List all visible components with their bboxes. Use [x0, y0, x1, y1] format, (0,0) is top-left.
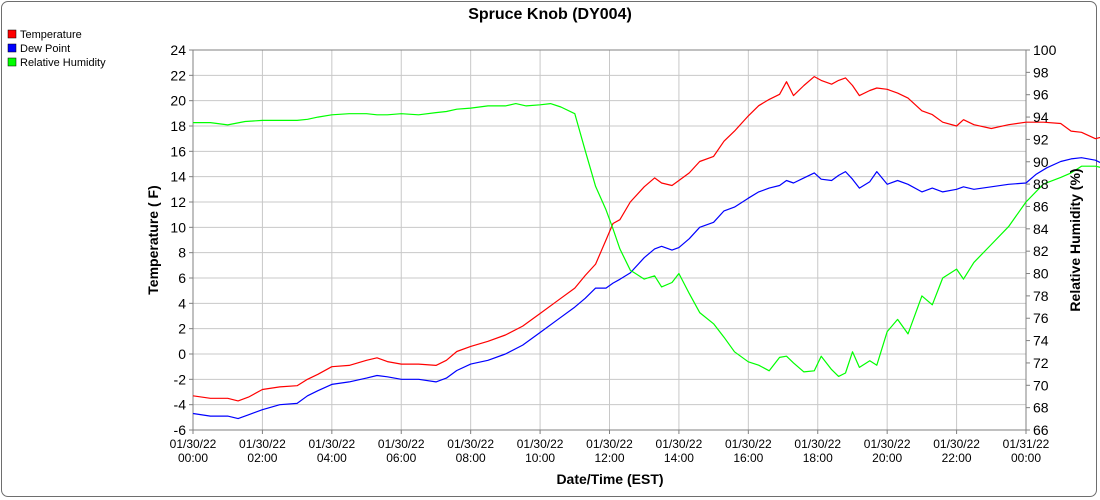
x-tick-label-time: 22:00 — [942, 451, 972, 465]
right-tick-label: 76 — [1033, 310, 1049, 326]
right-tick-label: 72 — [1033, 355, 1049, 371]
x-tick-label-date: 01/31/22 — [1003, 437, 1050, 451]
x-tick-label-date: 01/30/22 — [378, 437, 425, 451]
left-tick-label: 4 — [178, 295, 186, 311]
right-tick-label: 86 — [1033, 198, 1049, 214]
right-tick-label: 82 — [1033, 243, 1049, 259]
x-tick-label-time: 00:00 — [178, 451, 208, 465]
legend-label-temperature: Temperature — [20, 29, 82, 41]
left-tick-label: 18 — [170, 118, 186, 134]
right-tick-label: 90 — [1033, 154, 1049, 170]
legend-label-dew-point: Dew Point — [20, 43, 70, 55]
right-tick-label: 66 — [1033, 422, 1049, 438]
x-tick-label-time: 04:00 — [317, 451, 347, 465]
right-tick-label: 98 — [1033, 64, 1049, 80]
left-tick-label: 6 — [178, 270, 186, 286]
legend-swatch-relative-humidity — [7, 57, 17, 67]
series-line-relative-humidity — [193, 103, 1100, 377]
series-line-dew-point — [192, 157, 1100, 420]
left-tick-label: 12 — [170, 194, 186, 210]
right-axis-ticks: 66 68 70 72 74 76 78 80 82 84 86 88 90 92 94 96 98 100 — [1026, 42, 1057, 438]
x-tick-label-time: 08:00 — [456, 451, 486, 465]
x-tick-label-time: 16:00 — [733, 451, 763, 465]
x-tick-label-time: 12:00 — [594, 451, 624, 465]
x-tick-label-date: 01/30/22 — [239, 437, 286, 451]
x-tick-label-time: 02:00 — [247, 451, 277, 465]
right-tick-label: 100 — [1033, 42, 1057, 58]
x-tick-label-time: 14:00 — [664, 451, 694, 465]
x-tick-label-date: 01/30/22 — [933, 437, 980, 451]
x-tick-label-date: 01/30/22 — [656, 437, 703, 451]
left-tick-label: 22 — [170, 67, 186, 83]
x-tick-label-time: 06:00 — [386, 451, 416, 465]
x-axis-title: Date/Time (EST) — [556, 471, 663, 487]
left-tick-label: -6 — [174, 422, 187, 438]
x-tick-label-date: 01/30/22 — [725, 437, 772, 451]
legend-label-relative-humidity: Relative Humidity — [20, 57, 106, 69]
series-group — [192, 76, 1100, 420]
left-axis-title: Temperature ( F) — [145, 185, 161, 294]
right-tick-label: 68 — [1033, 400, 1049, 416]
right-tick-label: 96 — [1033, 87, 1049, 103]
right-tick-label: 88 — [1033, 176, 1049, 192]
legend-swatch-temperature — [7, 29, 17, 39]
x-tick-label-date: 01/30/22 — [170, 437, 217, 451]
left-tick-label: -4 — [174, 397, 187, 413]
right-tick-label: 84 — [1033, 221, 1049, 237]
right-tick-label: 80 — [1033, 266, 1049, 282]
x-tick-label-time: 20:00 — [872, 451, 902, 465]
legend-swatch-dew-point — [7, 43, 17, 53]
legend: Temperature Dew Point Relative Humidity — [7, 29, 106, 69]
left-tick-label: 0 — [178, 346, 186, 362]
x-tick-label-time: 00:00 — [1011, 451, 1041, 465]
right-tick-label: 74 — [1033, 333, 1049, 349]
right-tick-label: 92 — [1033, 131, 1049, 147]
left-tick-label: 2 — [178, 321, 186, 337]
x-tick-label-date: 01/30/22 — [794, 437, 841, 451]
right-axis-title: Relative Humidity (%) — [1067, 168, 1083, 311]
chart-title: Spruce Knob (DY004) — [468, 6, 632, 23]
left-tick-label: -2 — [174, 371, 187, 387]
right-tick-label: 70 — [1033, 377, 1049, 393]
x-tick-label-date: 01/30/22 — [308, 437, 355, 451]
left-tick-label: 10 — [170, 219, 186, 235]
left-tick-label: 14 — [170, 169, 186, 185]
x-tick-label-date: 01/30/22 — [447, 437, 494, 451]
x-tick-label-time: 18:00 — [803, 451, 833, 465]
grid — [192, 49, 1027, 431]
left-tick-label: 16 — [170, 143, 186, 159]
x-tick-label-date: 01/30/22 — [517, 437, 564, 451]
left-tick-label: 8 — [178, 245, 186, 261]
left-tick-label: 20 — [170, 93, 186, 109]
x-tick-label-date: 01/30/22 — [586, 437, 633, 451]
series-line-temperature — [192, 76, 1100, 402]
x-axis-ticks: 01/30/2200:0001/30/2202:0001/30/2204:000… — [170, 430, 1050, 465]
x-tick-label-date: 01/30/22 — [864, 437, 911, 451]
right-tick-label: 78 — [1033, 288, 1049, 304]
right-tick-label: 94 — [1033, 109, 1049, 125]
x-tick-label-time: 10:00 — [525, 451, 555, 465]
left-tick-label: 24 — [170, 42, 186, 58]
